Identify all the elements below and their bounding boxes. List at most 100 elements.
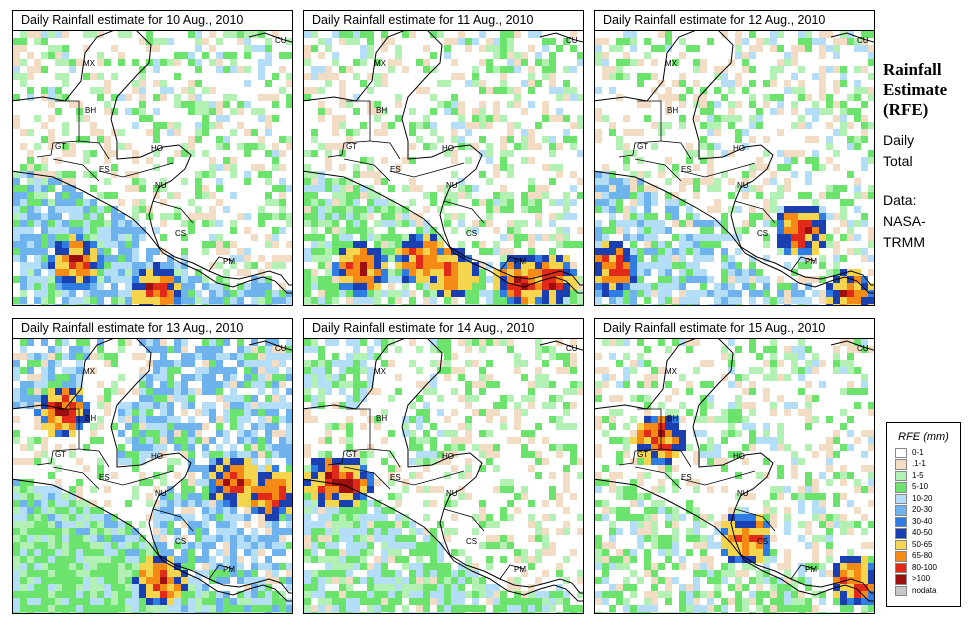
rainfall-cell bbox=[153, 185, 160, 192]
country-label: GT bbox=[637, 142, 648, 151]
rainfall-cell bbox=[728, 178, 735, 185]
rainfall-cell bbox=[209, 297, 216, 304]
rainfall-cell bbox=[493, 465, 500, 472]
rainfall-cell bbox=[693, 248, 700, 255]
rainfall-panel-5: Daily Rainfall estimate for 14 Aug., 201… bbox=[303, 318, 584, 614]
rainfall-cell bbox=[630, 185, 637, 192]
rainfall-cell bbox=[48, 269, 55, 276]
rainfall-cell bbox=[388, 206, 395, 213]
rainfall-cell bbox=[286, 542, 292, 549]
rainfall-cell bbox=[388, 549, 395, 556]
rainfall-cell bbox=[679, 234, 686, 241]
rainfall-cell bbox=[286, 297, 292, 304]
rainfall-cell bbox=[854, 276, 861, 283]
rainfall-cell bbox=[311, 556, 318, 563]
rainfall-cell bbox=[812, 115, 819, 122]
rainfall-cell bbox=[332, 269, 339, 276]
rainfall-cell bbox=[367, 171, 374, 178]
rainfall-cell bbox=[34, 115, 41, 122]
rainfall-cell bbox=[500, 38, 507, 45]
rainfall-cell bbox=[223, 241, 230, 248]
rainfall-cell bbox=[507, 486, 514, 493]
rainfall-cell bbox=[332, 528, 339, 535]
rainfall-cell bbox=[41, 192, 48, 199]
rainfall-cell bbox=[458, 290, 465, 297]
rainfall-cell bbox=[325, 500, 332, 507]
rainfall-cell bbox=[479, 444, 486, 451]
rainfall-cell bbox=[332, 59, 339, 66]
rainfall-cell bbox=[332, 493, 339, 500]
rainfall-cell bbox=[423, 577, 430, 584]
rainfall-cell bbox=[216, 346, 223, 353]
rainfall-cell bbox=[69, 185, 76, 192]
rainfall-cell bbox=[563, 241, 570, 248]
rainfall-cell bbox=[472, 605, 479, 612]
rainfall-cell bbox=[542, 290, 549, 297]
rainfall-cell bbox=[202, 486, 209, 493]
rainfall-cell bbox=[707, 234, 714, 241]
rainfall-cell bbox=[595, 45, 602, 52]
rainfall-cell bbox=[353, 108, 360, 115]
rainfall-cell bbox=[132, 185, 139, 192]
rainfall-cell bbox=[332, 500, 339, 507]
rainfall-cell bbox=[160, 269, 167, 276]
rainfall-cell bbox=[700, 87, 707, 94]
rainfall-cell bbox=[602, 276, 609, 283]
rainfall-cell bbox=[118, 402, 125, 409]
rainfall-cell bbox=[20, 206, 27, 213]
rainfall-cell bbox=[658, 94, 665, 101]
rainfall-cell bbox=[97, 206, 104, 213]
rainfall-cell bbox=[826, 241, 833, 248]
rainfall-cell bbox=[216, 178, 223, 185]
rainfall-cell bbox=[346, 220, 353, 227]
rainfall-cell bbox=[651, 304, 658, 305]
rainfall-cell bbox=[549, 416, 556, 423]
rainfall-cell bbox=[83, 304, 90, 305]
rainfall-cell bbox=[272, 304, 279, 305]
rainfall-cell bbox=[514, 52, 521, 59]
rainfall-cell bbox=[595, 185, 602, 192]
rainfall-cell bbox=[83, 507, 90, 514]
rainfall-cell bbox=[174, 556, 181, 563]
rainfall-cell bbox=[416, 220, 423, 227]
rainfall-cell bbox=[41, 199, 48, 206]
rainfall-cell bbox=[665, 297, 672, 304]
rainfall-cell bbox=[409, 108, 416, 115]
rainfall-cell bbox=[707, 304, 714, 305]
rainfall-cell bbox=[770, 304, 777, 305]
rainfall-cell bbox=[360, 591, 367, 598]
rainfall-cell bbox=[514, 598, 521, 605]
rainfall-cell bbox=[304, 395, 311, 402]
rainfall-cell bbox=[791, 45, 798, 52]
rainfall-cell bbox=[388, 528, 395, 535]
rainfall-cell bbox=[139, 472, 146, 479]
rainfall-cell bbox=[118, 346, 125, 353]
rainfall-cell bbox=[577, 59, 583, 66]
country-border bbox=[52, 466, 100, 490]
rainfall-cell bbox=[395, 584, 402, 591]
rainfall-cell bbox=[41, 122, 48, 129]
rainfall-cell bbox=[514, 360, 521, 367]
rainfall-cell bbox=[325, 220, 332, 227]
rainfall-cell bbox=[749, 66, 756, 73]
rainfall-cell bbox=[493, 521, 500, 528]
rainfall-cell bbox=[160, 507, 167, 514]
rainfall-cell bbox=[195, 171, 202, 178]
rainfall-cell bbox=[304, 486, 311, 493]
rainfall-cell bbox=[360, 206, 367, 213]
rainfall-cell bbox=[742, 87, 749, 94]
rainfall-cell bbox=[360, 227, 367, 234]
rainfall-cell bbox=[216, 143, 223, 150]
rainfall-cell bbox=[416, 255, 423, 262]
country-label: BH bbox=[667, 106, 678, 115]
rainfall-cell bbox=[388, 584, 395, 591]
rainfall-cell bbox=[104, 241, 111, 248]
rainfall-cell bbox=[868, 283, 874, 290]
rainfall-cell bbox=[777, 206, 784, 213]
rainfall-cell bbox=[616, 178, 623, 185]
rainfall-cell bbox=[528, 262, 535, 269]
rainfall-cell bbox=[521, 255, 528, 262]
rainfall-cell bbox=[500, 255, 507, 262]
rainfall-cell bbox=[549, 73, 556, 80]
rainfall-cell bbox=[749, 262, 756, 269]
